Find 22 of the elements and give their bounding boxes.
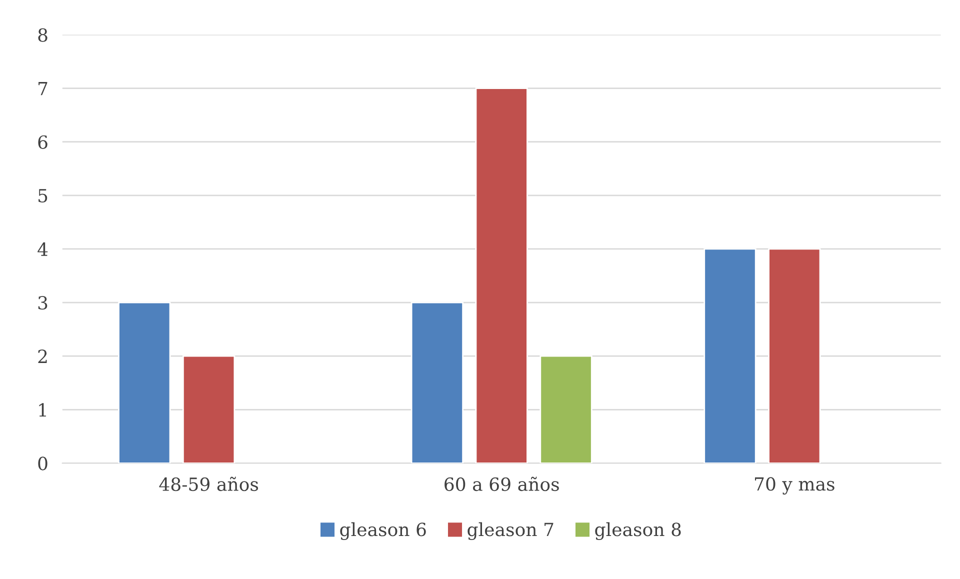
bar <box>410 302 464 464</box>
y-tick-label: 4 <box>38 242 48 256</box>
y-tick-label: 3 <box>38 296 48 310</box>
y-tick-label: 6 <box>38 135 48 149</box>
bar <box>540 355 592 464</box>
x-tick-label: 48-59 años <box>159 476 258 492</box>
y-tick-label: 7 <box>38 82 48 96</box>
legend-label: gleason 6 <box>340 522 426 540</box>
x-tick-label: 70 y mas <box>755 477 834 495</box>
legend-label: gleason 7 <box>468 522 554 540</box>
bar <box>118 302 171 464</box>
y-tick-label: 1 <box>39 403 46 416</box>
y-tick-label: 5 <box>38 189 48 203</box>
bar <box>475 88 528 464</box>
bar <box>768 248 821 464</box>
bar <box>182 355 236 464</box>
bar <box>704 248 756 464</box>
y-tick-label: 8 <box>38 28 48 42</box>
y-tick-label: 2 <box>38 350 47 363</box>
x-tick-label: 60 a 69 años <box>444 476 559 492</box>
y-tick-label: 0 <box>38 456 48 470</box>
legend-label: gleason 8 <box>595 522 681 540</box>
